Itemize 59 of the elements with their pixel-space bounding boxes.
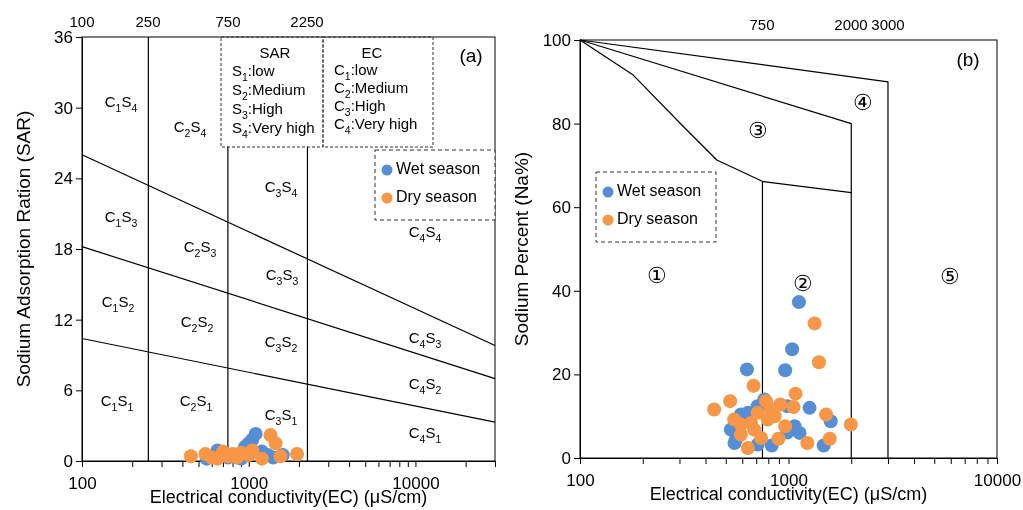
annotation: C$_{1}$S$_{2}$ bbox=[101, 292, 135, 314]
text: 3000 bbox=[871, 15, 905, 33]
y-tick-label: 36 bbox=[54, 27, 73, 47]
y-tick-label: 40 bbox=[552, 281, 571, 301]
y-tick-label: 60 bbox=[552, 198, 571, 218]
annotation: C$_{1}$S$_{1}$ bbox=[100, 391, 134, 413]
annotation: S$_{3}$:High bbox=[232, 99, 283, 121]
legend-label: Dry season bbox=[617, 210, 698, 228]
legend-label: Wet season bbox=[617, 182, 702, 200]
annotation: C$_{1}$S$_{4}$ bbox=[104, 92, 138, 114]
annotation: C$_{2}$S$_{1}$ bbox=[179, 391, 213, 413]
annotation: C$_{1}$S$_{3}$ bbox=[104, 207, 138, 229]
y-tick-label: 20 bbox=[552, 365, 571, 385]
y-axis-title: Sodium Adsorption Ration (SAR) bbox=[13, 110, 34, 388]
x-tick-label: 100 bbox=[566, 470, 595, 490]
x-axis-title: Electrical conductivity(EC) (μS/cm) bbox=[149, 487, 428, 507]
y-tick-label: 18 bbox=[54, 239, 73, 259]
annotation: (a) bbox=[459, 45, 483, 67]
annotation: C$_{2}$S$_{4}$ bbox=[173, 117, 207, 139]
text: 250 bbox=[135, 12, 161, 30]
annotation: ④ bbox=[853, 89, 873, 115]
annotation: S$_{2}$:Medium bbox=[232, 80, 306, 102]
y-tick-label: 12 bbox=[54, 310, 73, 330]
annotation: C$_{1}$:low bbox=[334, 60, 378, 82]
y-tick-label: 0 bbox=[63, 451, 73, 471]
annotation: C$_{4}$S$_{2}$ bbox=[408, 374, 442, 396]
y-tick-label: 100 bbox=[542, 30, 571, 50]
y-tick-label: 6 bbox=[63, 381, 73, 401]
text: 750 bbox=[749, 15, 775, 33]
y-tick-label: 24 bbox=[54, 169, 73, 189]
y-tick-label: 80 bbox=[552, 114, 571, 134]
annotation: C$_{4}$S$_{1}$ bbox=[408, 423, 442, 445]
annotation: C$_{2}$S$_{2}$ bbox=[180, 312, 214, 334]
text: 750 bbox=[215, 12, 241, 30]
y-tick-label: 30 bbox=[54, 98, 73, 118]
annotation: C$_{4}$S$_{3}$ bbox=[408, 328, 442, 350]
annotation: C$_{3}$S$_{4}$ bbox=[264, 177, 298, 199]
annotation: C$_{3}$S$_{3}$ bbox=[265, 265, 299, 287]
annotation: C$_{3}$S$_{1}$ bbox=[264, 405, 298, 427]
annotation: (b) bbox=[956, 49, 980, 71]
annotation: SAR bbox=[259, 43, 291, 61]
annotation: ① bbox=[647, 262, 667, 288]
annotation: EC bbox=[361, 43, 383, 61]
legend-label: Dry season bbox=[396, 188, 477, 206]
annotation: C$_{4}$S$_{4}$ bbox=[408, 222, 442, 244]
annotation: ⑤ bbox=[940, 263, 960, 289]
x-axis-title: Electrical conductivity(EC) (μS/cm) bbox=[649, 484, 928, 504]
annotation: S$_{4}$:Very high bbox=[232, 118, 315, 140]
annotation: C$_{2}$S$_{3}$ bbox=[183, 237, 217, 259]
x-tick-label: 10000 bbox=[973, 470, 1022, 490]
annotation: ③ bbox=[748, 117, 768, 143]
text: 2000 bbox=[834, 15, 868, 33]
legend-label: Wet season bbox=[396, 160, 481, 178]
y-tick-label: 0 bbox=[561, 448, 571, 468]
annotation: S$_{1}$:low bbox=[232, 61, 275, 83]
annotation: ② bbox=[793, 270, 813, 296]
y-axis-title: Sodium Percent (Na%) bbox=[511, 151, 532, 347]
annotation: C$_{3}$S$_{2}$ bbox=[264, 332, 298, 354]
text: 2250 bbox=[290, 12, 324, 30]
